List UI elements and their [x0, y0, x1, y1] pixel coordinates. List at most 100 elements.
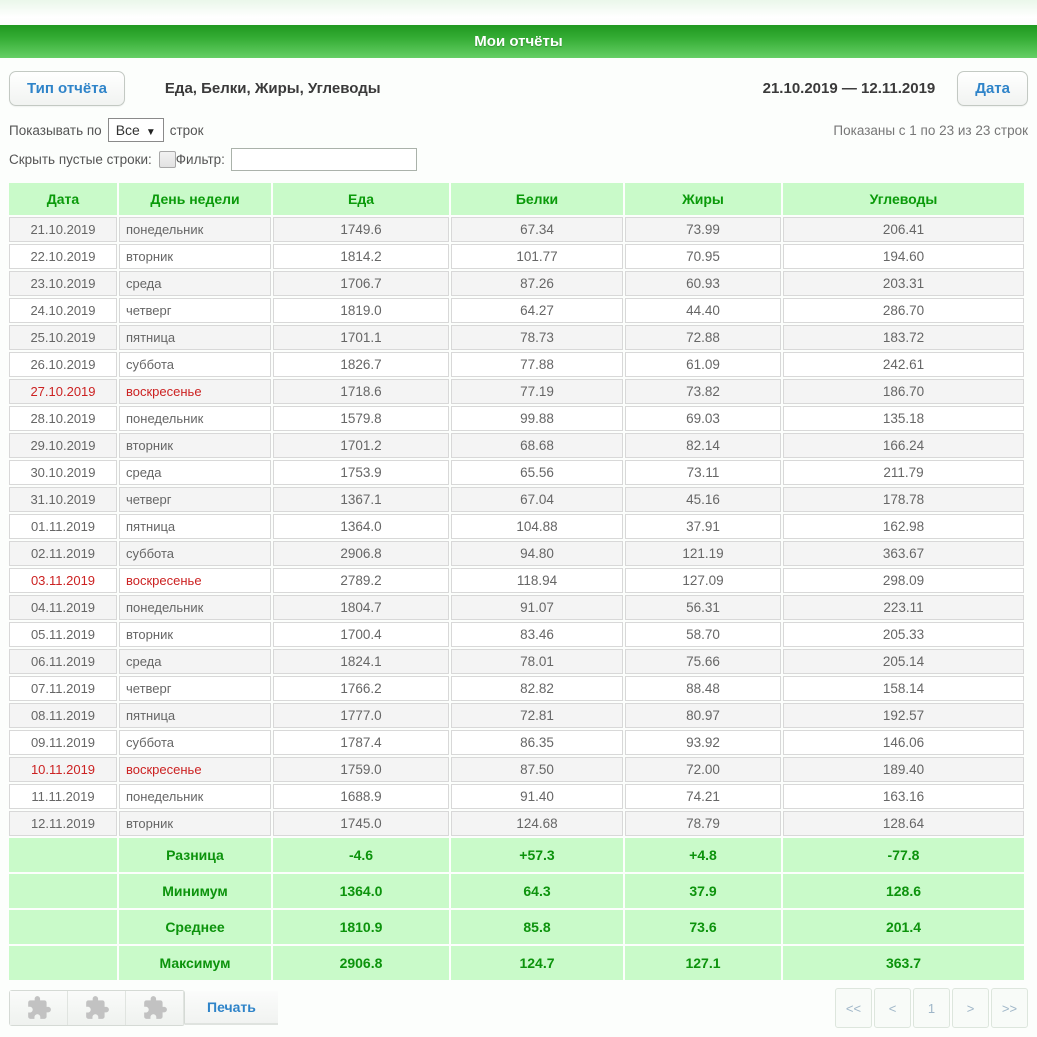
- chevron-down-icon: ▼: [145, 127, 156, 138]
- cell-date: 24.10.2019: [9, 298, 117, 323]
- cell-protein: 83.46: [451, 622, 623, 647]
- cell-day: вторник: [119, 433, 271, 458]
- cell-protein: 77.88: [451, 352, 623, 377]
- summary-label: Среднее: [119, 910, 271, 944]
- summary-cell-protein: 85.8: [451, 910, 623, 944]
- filter-input[interactable]: [230, 148, 417, 171]
- cell-day: понедельник: [119, 784, 271, 809]
- summary-cell-protein: 64.3: [451, 874, 623, 908]
- cell-fat: 44.40: [625, 298, 781, 323]
- cell-fat: 45.16: [625, 487, 781, 512]
- cell-fat: 82.14: [625, 433, 781, 458]
- cell-date: 29.10.2019: [9, 433, 117, 458]
- cell-food: 1814.2: [273, 244, 449, 269]
- col-header-carbs[interactable]: Углеводы: [783, 183, 1024, 215]
- cell-protein: 67.04: [451, 487, 623, 512]
- table-row: 25.10.2019 пятница 1701.1 78.73 72.88 183.72: [9, 325, 1024, 350]
- cell-carbs: 205.14: [783, 649, 1024, 674]
- cell-day: воскресенье: [119, 379, 271, 404]
- cell-carbs: 363.67: [783, 541, 1024, 566]
- cell-date: 09.11.2019: [9, 730, 117, 755]
- cell-date: 28.10.2019: [9, 406, 117, 431]
- table-row: 24.10.2019 четверг 1819.0 64.27 44.40 286.70: [9, 298, 1024, 323]
- cell-fat: 73.11: [625, 460, 781, 485]
- col-header-fat[interactable]: Жиры: [625, 183, 781, 215]
- cell-date: 30.10.2019: [9, 460, 117, 485]
- col-header-date[interactable]: Дата: [9, 183, 117, 215]
- cell-protein: 91.40: [451, 784, 623, 809]
- cell-date: 23.10.2019: [9, 271, 117, 296]
- cell-protein: 91.07: [451, 595, 623, 620]
- summary-cell-food: 1810.9: [273, 910, 449, 944]
- page-title: Мои отчёты: [0, 25, 1037, 58]
- plugin-button[interactable]: [126, 991, 184, 1025]
- cell-carbs: 146.06: [783, 730, 1024, 755]
- summary-cell-food: 2906.8: [273, 946, 449, 980]
- col-header-food[interactable]: Еда: [273, 183, 449, 215]
- cell-food: 1819.0: [273, 298, 449, 323]
- cell-protein: 68.68: [451, 433, 623, 458]
- summary-row: Разница -4.6 +57.3 +4.8 -77.8: [9, 838, 1024, 872]
- hide-empty-checkbox[interactable]: [158, 151, 176, 168]
- table-row: 02.11.2019 суббота 2906.8 94.80 121.19 363.67: [9, 541, 1024, 566]
- table-row: 31.10.2019 четверг 1367.1 67.04 45.16 178.78: [9, 487, 1024, 512]
- cell-fat: 74.21: [625, 784, 781, 809]
- cell-fat: 72.00: [625, 757, 781, 782]
- cell-protein: 82.82: [451, 676, 623, 701]
- cell-fat: 60.93: [625, 271, 781, 296]
- table-row: 05.11.2019 вторник 1700.4 83.46 58.70 205.33: [9, 622, 1024, 647]
- cell-food: 1700.4: [273, 622, 449, 647]
- cell-date: 21.10.2019: [9, 217, 117, 242]
- cell-fat: 58.70: [625, 622, 781, 647]
- plugin-button[interactable]: [10, 991, 68, 1025]
- summary-cell-carbs: -77.8: [783, 838, 1024, 872]
- table-header: Дата День недели Еда Белки Жиры Углеводы: [9, 183, 1024, 215]
- table-row: 30.10.2019 среда 1753.9 65.56 73.11 211.79: [9, 460, 1024, 485]
- cell-day: четверг: [119, 298, 271, 323]
- print-button[interactable]: Печать: [185, 991, 278, 1025]
- summary-label: Разница: [119, 838, 271, 872]
- rows-per-page-select[interactable]: Все ▼: [107, 118, 164, 142]
- cell-food: 1759.0: [273, 757, 449, 782]
- report-type-button[interactable]: Тип отчёта: [9, 71, 125, 106]
- cell-carbs: 192.57: [783, 703, 1024, 728]
- col-header-day[interactable]: День недели: [119, 183, 271, 215]
- cell-carbs: 183.72: [783, 325, 1024, 350]
- plugin-button[interactable]: [68, 991, 126, 1025]
- cell-food: 1753.9: [273, 460, 449, 485]
- footer-toolbar: Печать << <1 > >>: [7, 982, 1030, 1037]
- cell-food: 1688.9: [273, 784, 449, 809]
- table-row: 12.11.2019 вторник 1745.0 124.68 78.79 128.64: [9, 811, 1024, 836]
- cell-day: воскресенье: [119, 757, 271, 782]
- page-last-button[interactable]: >>: [991, 988, 1028, 1028]
- summary-cell-fat: 127.1: [625, 946, 781, 980]
- summary-body: Разница -4.6 +57.3 +4.8 -77.8 Минимум 1364.0 64…: [9, 838, 1024, 980]
- cell-protein: 78.01: [451, 649, 623, 674]
- top-fade: [0, 0, 1037, 25]
- page-prev-button[interactable]: <: [874, 988, 911, 1028]
- table-row: 10.11.2019 воскресенье 1759.0 87.50 72.00 189…: [9, 757, 1024, 782]
- page-first-button[interactable]: <<: [835, 988, 872, 1028]
- cell-carbs: 163.16: [783, 784, 1024, 809]
- cell-day: вторник: [119, 244, 271, 269]
- cell-date: 01.11.2019: [9, 514, 117, 539]
- cell-fat: 78.79: [625, 811, 781, 836]
- cell-day: вторник: [119, 622, 271, 647]
- summary-cell-carbs: 128.6: [783, 874, 1024, 908]
- summary-row: Максимум 2906.8 124.7 127.1 363.7: [9, 946, 1024, 980]
- cell-carbs: 194.60: [783, 244, 1024, 269]
- page-next-button[interactable]: >: [952, 988, 989, 1028]
- cell-date: 06.11.2019: [9, 649, 117, 674]
- page-number-button[interactable]: 1: [913, 988, 950, 1028]
- summary-empty-cell: [9, 910, 117, 944]
- cell-food: 1364.0: [273, 514, 449, 539]
- cell-protein: 124.68: [451, 811, 623, 836]
- date-button[interactable]: Дата: [957, 71, 1028, 106]
- cell-fat: 72.88: [625, 325, 781, 350]
- cell-fat: 80.97: [625, 703, 781, 728]
- cell-food: 2906.8: [273, 541, 449, 566]
- show-per-suffix: строк: [169, 122, 204, 138]
- cell-day: четверг: [119, 487, 271, 512]
- table-row: 26.10.2019 суббота 1826.7 77.88 61.09 242.61: [9, 352, 1024, 377]
- col-header-protein[interactable]: Белки: [451, 183, 623, 215]
